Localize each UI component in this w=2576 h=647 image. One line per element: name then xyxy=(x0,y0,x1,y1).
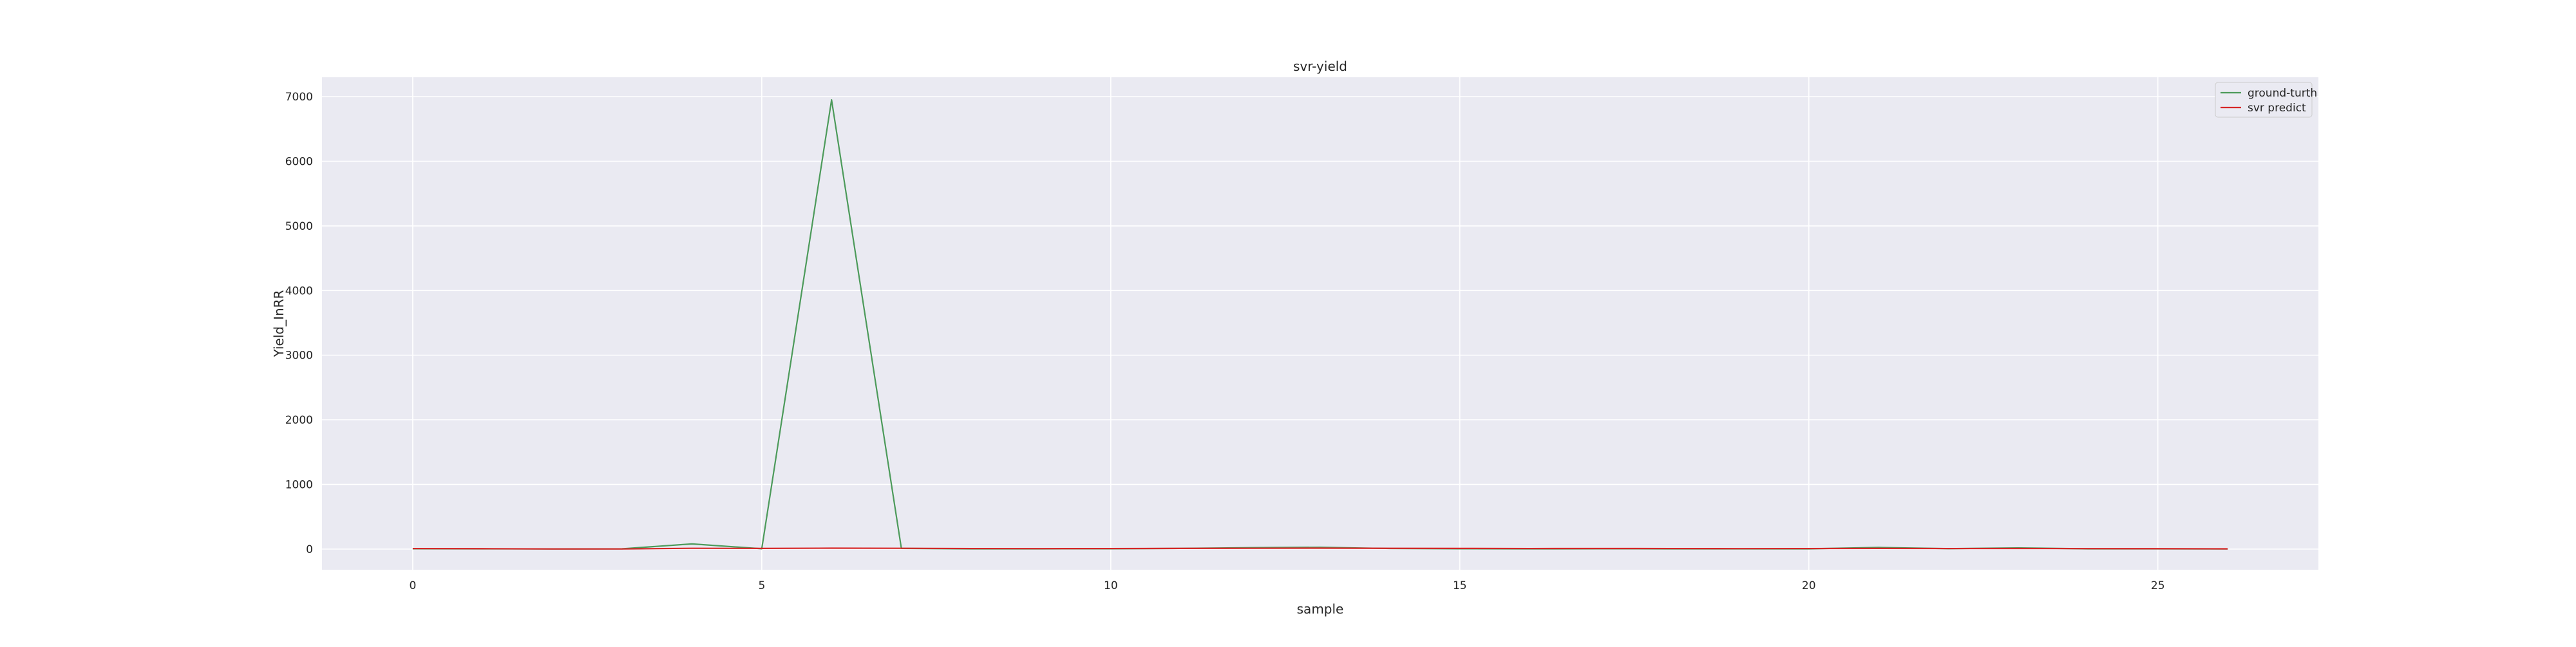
plot-area xyxy=(322,77,2318,570)
grid-lines xyxy=(322,77,2318,570)
x-tick-label: 20 xyxy=(1802,579,1816,592)
x-axis-title: sample xyxy=(1297,601,1344,617)
x-tick-labels: 0 5 10 15 20 25 xyxy=(409,579,2164,592)
x-tick-label: 5 xyxy=(758,579,765,592)
chart-title: svr-yield xyxy=(1293,59,1347,74)
y-tick-label: 5000 xyxy=(285,220,313,233)
y-tick-label: 7000 xyxy=(285,91,313,104)
x-tick-label: 15 xyxy=(1453,579,1467,592)
series-lines xyxy=(412,99,2228,550)
y-tick-label: 6000 xyxy=(285,156,313,169)
y-tick-label: 4000 xyxy=(285,285,313,297)
y-tick-label: 0 xyxy=(306,543,313,556)
legend-label-ground-turth: ground-turth xyxy=(2248,87,2317,100)
legend-label-svr-predict: svr predict xyxy=(2248,102,2306,115)
x-tick-label: 0 xyxy=(409,579,416,592)
y-tick-labels: 0 1000 2000 3000 4000 5000 6000 7000 xyxy=(285,91,313,556)
y-tick-label: 3000 xyxy=(285,350,313,362)
series-line-svr-predict xyxy=(412,547,2228,550)
x-tick-label: 25 xyxy=(2151,579,2165,592)
legend: ground-turth svr predict xyxy=(2215,82,2317,118)
legend-box xyxy=(2215,82,2313,118)
y-tick-label: 1000 xyxy=(285,478,313,491)
y-tick-label: 2000 xyxy=(285,414,313,427)
y-axis-title: Yield_InRR xyxy=(271,290,287,357)
x-tick-label: 10 xyxy=(1104,579,1118,592)
